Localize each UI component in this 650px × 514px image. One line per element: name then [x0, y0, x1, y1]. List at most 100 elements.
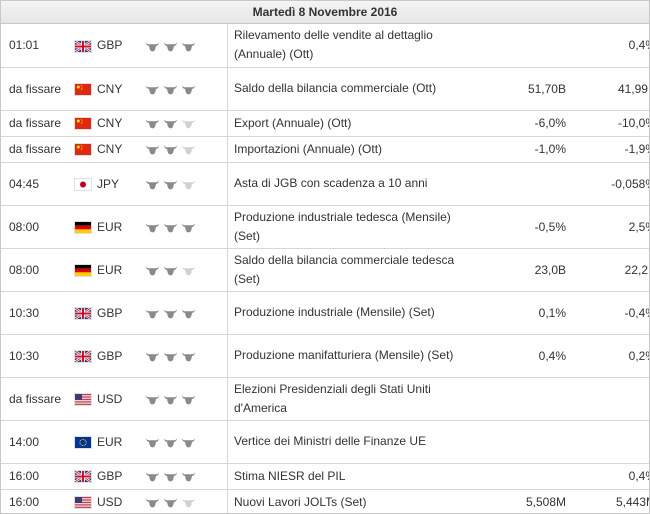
bull-icon — [181, 84, 196, 95]
bull-icon — [181, 179, 196, 190]
event-forecast: 0,4% — [476, 334, 570, 378]
event-time: 01:01 — [1, 24, 75, 68]
bull-icon — [145, 497, 160, 508]
bull-icon — [181, 471, 196, 482]
bull-icon — [181, 41, 196, 52]
event-previous: -0,4% — [570, 291, 649, 335]
event-name[interactable]: Importazioni (Annuale) (Ott) — [227, 136, 472, 163]
event-row[interactable]: 16:00 GBP Stima NIESR del PIL 0,4% — [1, 463, 649, 490]
event-forecast: -6,0% — [476, 110, 570, 137]
event-row[interactable]: 08:00 EUR Produzione industriale tedesca (… — [1, 205, 649, 249]
flag-eu-icon — [75, 436, 91, 448]
event-forecast — [476, 24, 570, 68]
importance-indicator — [145, 334, 228, 378]
flag-cell — [75, 248, 97, 292]
importance-indicator — [145, 463, 228, 490]
actual-cell — [472, 463, 476, 490]
actual-cell — [472, 420, 476, 464]
event-currency: EUR — [97, 248, 145, 292]
event-time: 08:00 — [1, 205, 75, 249]
bull-icon — [145, 41, 160, 52]
event-name[interactable]: Export (Annuale) (Ott) — [227, 110, 472, 137]
bull-icon — [145, 437, 160, 448]
event-name[interactable]: Produzione industriale (Mensile) (Set) — [227, 291, 472, 335]
bull-icon — [145, 222, 160, 233]
event-name[interactable]: Vertice dei Ministri delle Finanze UE — [227, 420, 472, 464]
flag-cell — [75, 377, 97, 421]
event-row[interactable]: da fissare CNY Export (Annuale) (Ott) -6,0%… — [1, 110, 649, 137]
flag-de-icon — [75, 264, 91, 276]
event-forecast — [476, 420, 570, 464]
importance-indicator — [145, 291, 228, 335]
event-row[interactable]: da fissare CNY Importazioni (Annuale) (Ott… — [1, 136, 649, 163]
bull-icon — [145, 84, 160, 95]
flag-cell — [75, 489, 97, 513]
bull-icon — [181, 308, 196, 319]
event-name[interactable]: Asta di JGB con scadenza a 10 anni — [227, 162, 472, 206]
importance-indicator — [145, 489, 228, 513]
event-currency: USD — [97, 489, 145, 513]
event-row[interactable]: 10:30 GBP Produzione industriale (Mensile)… — [1, 291, 649, 335]
flag-cell — [75, 162, 97, 206]
actual-cell — [472, 205, 476, 249]
flag-us-icon — [75, 497, 91, 509]
event-previous — [570, 420, 649, 464]
bull-icon — [145, 471, 160, 482]
event-name[interactable]: Saldo della bilancia commerciale tedesca… — [227, 248, 472, 292]
flag-cell — [75, 205, 97, 249]
bull-icon — [145, 265, 160, 276]
bull-icon — [163, 222, 178, 233]
bull-icon — [163, 144, 178, 155]
event-previous: 22,2B — [570, 248, 649, 292]
event-row[interactable]: da fissare USD Elezioni Presidenziali degl… — [1, 377, 649, 421]
importance-indicator — [145, 24, 228, 68]
flag-cn-icon — [75, 144, 91, 156]
event-name[interactable]: Saldo della bilancia commerciale (Ott) — [227, 67, 472, 111]
event-time: 14:00 — [1, 420, 75, 464]
bull-icon — [163, 437, 178, 448]
importance-indicator — [145, 420, 228, 464]
event-currency: CNY — [97, 110, 145, 137]
event-previous: 2,5% — [570, 205, 649, 249]
bull-icon — [163, 265, 178, 276]
event-name[interactable]: Stima NIESR del PIL — [227, 463, 472, 490]
event-row[interactable]: 10:30 GBP Produzione manifatturiera (Mensi… — [1, 334, 649, 378]
event-currency: CNY — [97, 136, 145, 163]
event-currency: USD — [97, 377, 145, 421]
event-previous: 41,99B — [570, 67, 649, 111]
event-currency: GBP — [97, 334, 145, 378]
importance-indicator — [145, 162, 228, 206]
event-row[interactable]: 04:45 JPY Asta di JGB con scadenza a 10 an… — [1, 162, 649, 206]
event-currency: GBP — [97, 463, 145, 490]
event-row[interactable]: 16:00 USD Nuovi Lavori JOLTs (Set) 5,508M 5,… — [1, 489, 649, 513]
event-previous: 0,2% — [570, 334, 649, 378]
event-name[interactable]: Nuovi Lavori JOLTs (Set) — [227, 489, 472, 513]
event-forecast — [476, 162, 570, 206]
event-forecast: 0,1% — [476, 291, 570, 335]
event-previous: -1,9% — [570, 136, 649, 163]
event-forecast — [476, 377, 570, 421]
event-row[interactable]: 14:00 EUR Vertice dei Ministri delle Finan… — [1, 420, 649, 464]
event-name[interactable]: Produzione industriale tedesca (Mensile)… — [227, 205, 472, 249]
bull-icon — [163, 471, 178, 482]
event-row[interactable]: 01:01 GBP Rilevamento delle vendite al det… — [1, 24, 649, 68]
importance-indicator — [145, 67, 228, 111]
event-currency: GBP — [97, 24, 145, 68]
bull-icon — [163, 179, 178, 190]
event-row[interactable]: da fissare CNY Saldo della bilancia commer… — [1, 67, 649, 111]
event-forecast: 23,0B — [476, 248, 570, 292]
event-currency: CNY — [97, 67, 145, 111]
event-previous: 0,4% — [570, 463, 649, 490]
event-name[interactable]: Produzione manifatturiera (Mensile) (Set… — [227, 334, 472, 378]
event-time: da fissare — [1, 377, 75, 421]
bull-icon — [163, 351, 178, 362]
actual-cell — [472, 334, 476, 378]
bull-icon — [163, 308, 178, 319]
bull-icon — [181, 222, 196, 233]
flag-cn-icon — [75, 118, 91, 130]
event-row[interactable]: 08:00 EUR Saldo della bilancia commerciale… — [1, 248, 649, 292]
bull-icon — [145, 144, 160, 155]
event-name[interactable]: Elezioni Presidenziali degli Stati Uniti… — [227, 377, 472, 421]
event-name[interactable]: Rilevamento delle vendite al dettaglio (… — [227, 24, 472, 68]
